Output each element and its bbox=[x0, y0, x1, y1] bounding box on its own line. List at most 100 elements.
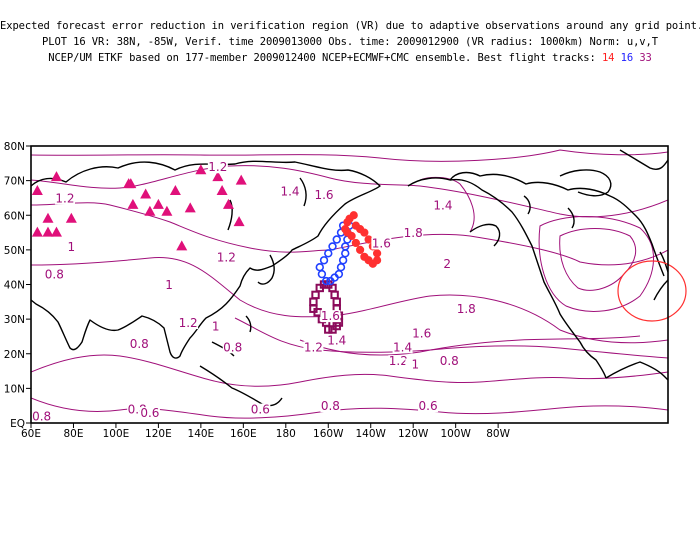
observation-triangle bbox=[161, 205, 173, 216]
verification-region-circle bbox=[617, 260, 687, 322]
contour-label-bg bbox=[371, 237, 392, 250]
track-id-33: 33 bbox=[639, 52, 652, 64]
track-16-marker bbox=[326, 276, 335, 286]
contour-label: 1.2 bbox=[389, 354, 408, 368]
track-16-marker bbox=[321, 276, 331, 286]
contour-label: 1.8 bbox=[404, 226, 423, 240]
title-line-2: PLOT 16 VR: 38N, -85W, Verif. time 20090… bbox=[42, 36, 658, 48]
track-33-marker bbox=[311, 290, 320, 300]
contour-label: 0.8 bbox=[32, 410, 51, 424]
track-14-marker bbox=[351, 238, 360, 248]
lat-label: 20N bbox=[4, 349, 25, 361]
contour-label-bg bbox=[439, 355, 460, 368]
lat-label: 10N bbox=[4, 383, 25, 395]
observation-triangle bbox=[195, 164, 207, 175]
contour-label-bg bbox=[31, 410, 52, 423]
lon-label: 160E bbox=[230, 428, 257, 440]
contour-label: 1.2 bbox=[55, 191, 74, 205]
track-33-marker bbox=[332, 297, 341, 307]
contour-label: 0.8 bbox=[45, 268, 64, 282]
contour-label: 1 bbox=[165, 278, 173, 292]
lon-label: 180 bbox=[276, 428, 296, 440]
lat-label: 80N bbox=[4, 141, 25, 153]
contour-label: 1.2 bbox=[217, 250, 236, 264]
contour-label-bg bbox=[139, 407, 160, 420]
contour-label: 1.8 bbox=[457, 302, 476, 316]
contour-label: 1.2 bbox=[179, 316, 198, 330]
observation-triangle bbox=[50, 226, 62, 237]
lon-label: 140E bbox=[188, 428, 215, 440]
observation-triangle bbox=[212, 171, 224, 182]
observation-triangle bbox=[144, 205, 156, 216]
contour-label-bg bbox=[159, 278, 180, 291]
observation-triangle bbox=[31, 226, 43, 237]
contour-label-bg bbox=[392, 341, 413, 354]
contour-label-bg bbox=[411, 327, 432, 340]
title-line-3: NCEP/UM ETKF based on 177-member 2009012… bbox=[0, 52, 700, 64]
contour-label: 1.6 bbox=[321, 309, 340, 323]
contour-label: 1 bbox=[412, 358, 420, 372]
track-id-16: 16 bbox=[620, 52, 634, 64]
contour-label-bg bbox=[403, 227, 424, 240]
contour-label: 0.8 bbox=[223, 340, 242, 354]
lat-label: 70N bbox=[4, 176, 25, 188]
contour-label-bg bbox=[303, 341, 324, 354]
contour-label-bg bbox=[216, 251, 237, 264]
contour-label-bg bbox=[405, 358, 426, 371]
contour-label: 1.4 bbox=[280, 184, 299, 198]
track-14-marker bbox=[341, 225, 350, 234]
flight-track-33 bbox=[309, 280, 344, 334]
contour-label-bg bbox=[320, 310, 341, 323]
contour-label-bg bbox=[418, 400, 439, 413]
track-33-marker bbox=[309, 297, 318, 307]
observation-triangle bbox=[42, 226, 54, 237]
contour-label-bg bbox=[54, 192, 75, 205]
track-14-marker bbox=[360, 228, 369, 237]
track-id-14: 14 bbox=[601, 52, 615, 64]
contour-label: 0.6 bbox=[251, 403, 270, 417]
observation-triangle bbox=[42, 212, 54, 223]
flight-track-14 bbox=[341, 211, 382, 268]
observation-triangle bbox=[235, 174, 247, 185]
lat-label: 40N bbox=[4, 280, 25, 292]
contour-label-bg bbox=[437, 258, 458, 271]
contour-label: 1.6 bbox=[412, 326, 431, 340]
lat-label: 60N bbox=[4, 210, 25, 222]
lat-label: 50N bbox=[4, 245, 25, 257]
lon-label: 100W bbox=[440, 428, 471, 440]
observation-triangle bbox=[65, 212, 77, 223]
contour-label: 1.2 bbox=[208, 160, 227, 174]
lat-label: EQ bbox=[10, 418, 25, 430]
lon-ticks bbox=[30, 423, 499, 428]
contour-label-bg bbox=[388, 355, 409, 368]
title-line-1: Expected forecast error reduction in ver… bbox=[0, 20, 700, 32]
track-33-marker bbox=[330, 290, 339, 300]
contour-label: 0.6 bbox=[140, 406, 159, 420]
contour-label-bg bbox=[320, 400, 341, 413]
contour-label: 1 bbox=[212, 320, 220, 334]
contour-label-bg bbox=[456, 303, 477, 316]
track-33-marker bbox=[315, 283, 324, 293]
track-16-marker bbox=[324, 249, 333, 258]
lon-axis-labels: 60E 80E 100E 120E 140E 160E 180 160W 140W 120W 100… bbox=[21, 428, 511, 440]
contour-label-bg bbox=[61, 240, 82, 253]
track-33-marker bbox=[324, 325, 333, 334]
contour-label: 0.8 bbox=[130, 337, 149, 351]
contour-label: 1.2 bbox=[304, 340, 323, 354]
track-16-marker bbox=[315, 262, 324, 272]
contour-label-bg bbox=[178, 317, 199, 330]
contour-label: 0.6 bbox=[419, 399, 438, 413]
coastlines bbox=[31, 149, 668, 407]
title-line-3-text: NCEP/UM ETKF based on 177-member 2009012… bbox=[48, 52, 602, 64]
contour-label: 1.4 bbox=[433, 198, 452, 212]
contour-label-bg bbox=[44, 268, 65, 281]
lon-label: 120W bbox=[398, 428, 429, 440]
observation-triangle bbox=[127, 198, 139, 209]
contour-label: 1.6 bbox=[314, 188, 333, 202]
contour-label: 1 bbox=[68, 240, 76, 254]
lon-label: 80W bbox=[486, 428, 510, 440]
contour-label-bg bbox=[432, 199, 453, 212]
lon-label: 80E bbox=[63, 428, 83, 440]
observation-triangle bbox=[176, 240, 188, 251]
